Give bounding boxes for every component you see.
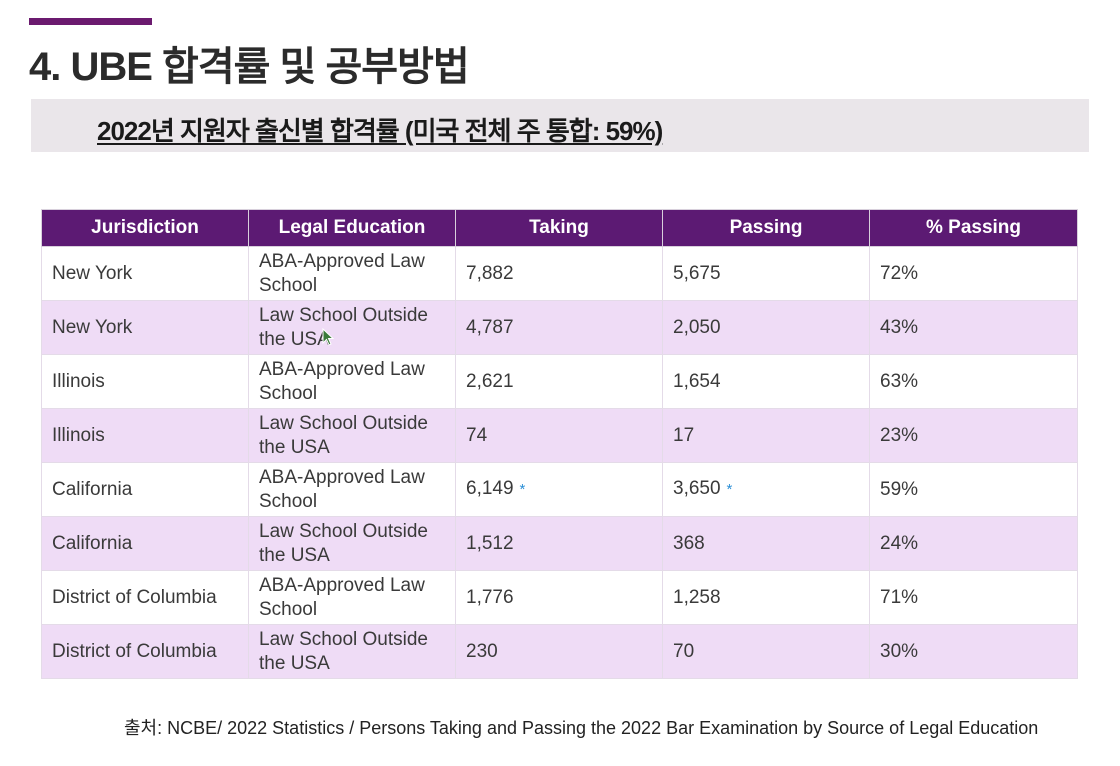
cell-taking: 4,787 [455,300,663,355]
cell-legal-education: ABA-Approved Law School [248,354,456,409]
cell-jurisdiction: California [41,462,249,517]
mouse-pointer-icon [322,328,334,346]
cell-taking: 6,149 * [455,462,663,517]
header-passing: Passing [662,209,870,247]
cell-jurisdiction: Illinois [41,354,249,409]
taking-value: 6,149 [466,478,514,499]
cell-passing: 17 [662,408,870,463]
taking-value: 230 [466,640,498,662]
cell-percent-passing: 43% [869,300,1078,355]
page-title: 4. UBE 합격률 및 공부방법 [29,45,470,89]
cell-legal-education: Law School Outside the USA [248,300,456,355]
cell-passing: 2,050 [662,300,870,355]
cell-legal-education: Law School Outside the USA [248,408,456,463]
table-row: New York Law School Outside the USA 4,78… [41,300,1078,355]
passing-value: 1,654 [673,370,721,392]
header-legal-education: Legal Education [248,209,456,247]
table-row: California Law School Outside the USA 1,… [41,516,1078,571]
cell-legal-education: Law School Outside the USA [248,516,456,571]
table-caption: 2022년 지원자 출신별 합격률 (미국 전체 주 통합: 59%) [97,116,663,146]
passing-value: 1,258 [673,586,721,608]
taking-value: 74 [466,424,488,446]
table-row: California ABA-Approved Law School 6,149… [41,462,1078,517]
passing-value: 3,650 [673,478,721,499]
cell-jurisdiction: New York [41,300,249,355]
passing-value: 17 [673,424,695,446]
cell-jurisdiction: District of Columbia [41,570,249,625]
table-row: District of Columbia Law School Outside … [41,624,1078,679]
cell-legal-education: Law School Outside the USA [248,624,456,679]
source-citation: 출처: NCBE/ 2022 Statistics / Persons Taki… [124,718,1039,738]
cell-jurisdiction: New York [41,246,249,301]
table-row: District of Columbia ABA-Approved Law Sc… [41,570,1078,625]
cell-passing: 5,675 [662,246,870,301]
table-header-row: Jurisdiction Legal Education Taking Pass… [41,209,1078,247]
subtitle-banner [31,99,1089,152]
cell-passing: 3,650 * [662,462,870,517]
passing-value: 2,050 [673,316,721,338]
cell-percent-passing: 24% [869,516,1078,571]
cell-taking: 230 [455,624,663,679]
cell-jurisdiction: Illinois [41,408,249,463]
cell-percent-passing: 59% [869,462,1078,517]
header-percent-passing: % Passing [869,209,1078,247]
taking-value: 1,776 [466,586,514,608]
cell-percent-passing: 63% [869,354,1078,409]
cell-legal-education: ABA-Approved Law School [248,570,456,625]
cell-percent-passing: 71% [869,570,1078,625]
passing-value: 70 [673,640,695,662]
cell-taking: 1,512 [455,516,663,571]
footnote-asterisk: * [726,481,733,498]
cell-percent-passing: 23% [869,408,1078,463]
cell-jurisdiction: California [41,516,249,571]
cell-passing: 1,654 [662,354,870,409]
cell-passing: 70 [662,624,870,679]
cell-percent-passing: 72% [869,246,1078,301]
cell-taking: 1,776 [455,570,663,625]
cell-taking: 7,882 [455,246,663,301]
cell-taking: 74 [455,408,663,463]
footnote-asterisk: * [519,481,526,498]
taking-value: 4,787 [466,316,514,338]
cell-passing: 368 [662,516,870,571]
title-accent-bar [29,18,152,25]
cell-taking: 2,621 [455,354,663,409]
cell-percent-passing: 30% [869,624,1078,679]
cell-jurisdiction: District of Columbia [41,624,249,679]
passing-value: 368 [673,532,705,554]
passing-value: 5,675 [673,262,721,284]
table-row: Illinois Law School Outside the USA 74 1… [41,408,1078,463]
taking-value: 7,882 [466,262,514,284]
taking-value: 1,512 [466,532,514,554]
table-row: Illinois ABA-Approved Law School 2,621 1… [41,354,1078,409]
cell-legal-education: ABA-Approved Law School [248,246,456,301]
header-taking: Taking [455,209,663,247]
cell-legal-education: ABA-Approved Law School [248,462,456,517]
cell-passing: 1,258 [662,570,870,625]
pass-rate-table: Jurisdiction Legal Education Taking Pass… [41,209,1078,679]
taking-value: 2,621 [466,370,514,392]
header-jurisdiction: Jurisdiction [41,209,249,247]
table-row: New York ABA-Approved Law School 7,882 5… [41,246,1078,301]
